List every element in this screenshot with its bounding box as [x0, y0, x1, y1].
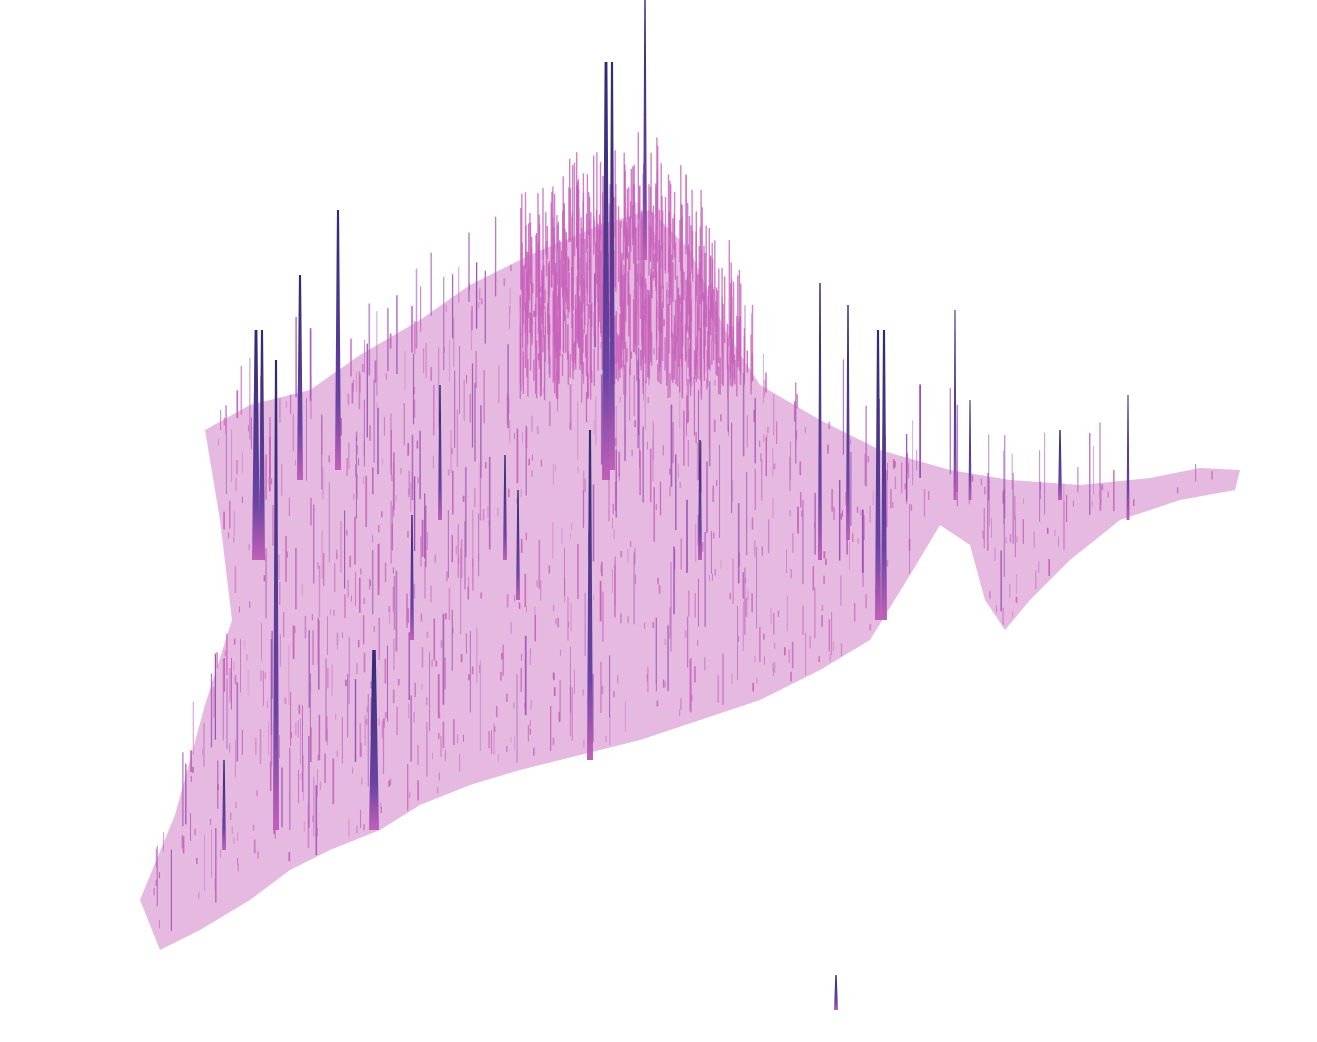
tall-spike	[438, 385, 442, 520]
tall-spike	[1126, 395, 1130, 520]
tall-spike	[609, 62, 615, 470]
tall-spike	[252, 330, 260, 560]
spike-layer	[153, 0, 1213, 1010]
tall-spike	[410, 515, 414, 640]
tall-spike	[643, 0, 647, 260]
tall-spike	[587, 430, 593, 760]
land-mass	[140, 210, 1240, 950]
tall-spike	[369, 650, 379, 830]
tall-spike	[881, 330, 887, 620]
tall-spike	[1058, 430, 1062, 500]
tall-spike	[846, 305, 850, 540]
tall-spike	[968, 400, 972, 500]
tall-spike	[259, 330, 265, 560]
tall-spike	[834, 975, 838, 1010]
tall-spike	[953, 310, 957, 500]
tall-spike	[297, 275, 303, 480]
tall-spike	[335, 210, 341, 470]
tall-spike	[602, 62, 610, 480]
tall-spike	[273, 360, 279, 830]
tall-spike	[698, 440, 702, 560]
tall-spike	[222, 760, 226, 850]
tall-spike	[503, 455, 507, 560]
tall-spike	[818, 283, 822, 560]
tall-spike	[875, 330, 881, 620]
tall-spike	[516, 490, 520, 600]
